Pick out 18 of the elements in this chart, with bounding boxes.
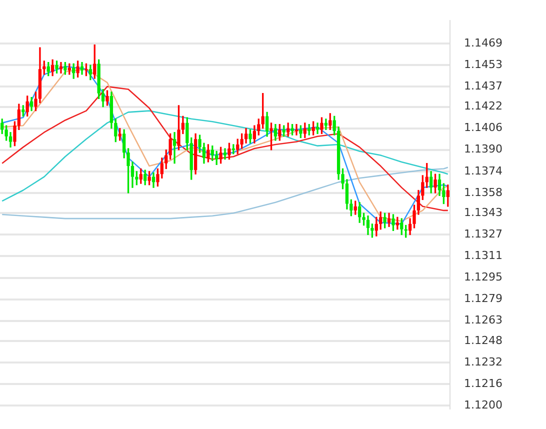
y-tick-label: 1.1327 bbox=[464, 228, 502, 241]
y-tick-label: 1.1358 bbox=[464, 186, 502, 199]
y-tick-label: 1.1406 bbox=[464, 121, 502, 134]
y-tick-label: 1.1311 bbox=[464, 249, 502, 262]
y-tick-label: 1.1279 bbox=[464, 292, 502, 306]
y-tick-label: 1.1390 bbox=[464, 142, 502, 156]
y-tick-label: 1.1200 bbox=[464, 398, 502, 412]
y-tick-label: 1.1343 bbox=[464, 206, 502, 220]
y-tick-label: 1.1453 bbox=[464, 58, 502, 71]
y-tick-label: 1.1232 bbox=[464, 355, 502, 368]
y-tick-label: 1.1216 bbox=[464, 377, 502, 390]
y-tick-label: 1.1469 bbox=[464, 36, 502, 50]
y-tick-label: 1.1248 bbox=[464, 334, 502, 347]
y-tick-label: 1.1422 bbox=[464, 100, 502, 113]
y-tick-label: 1.1437 bbox=[464, 79, 502, 92]
y-tick-label: 1.1295 bbox=[464, 270, 502, 284]
y-tick-label: 1.1374 bbox=[464, 164, 502, 178]
y-tick-label: 1.1263 bbox=[464, 314, 502, 327]
